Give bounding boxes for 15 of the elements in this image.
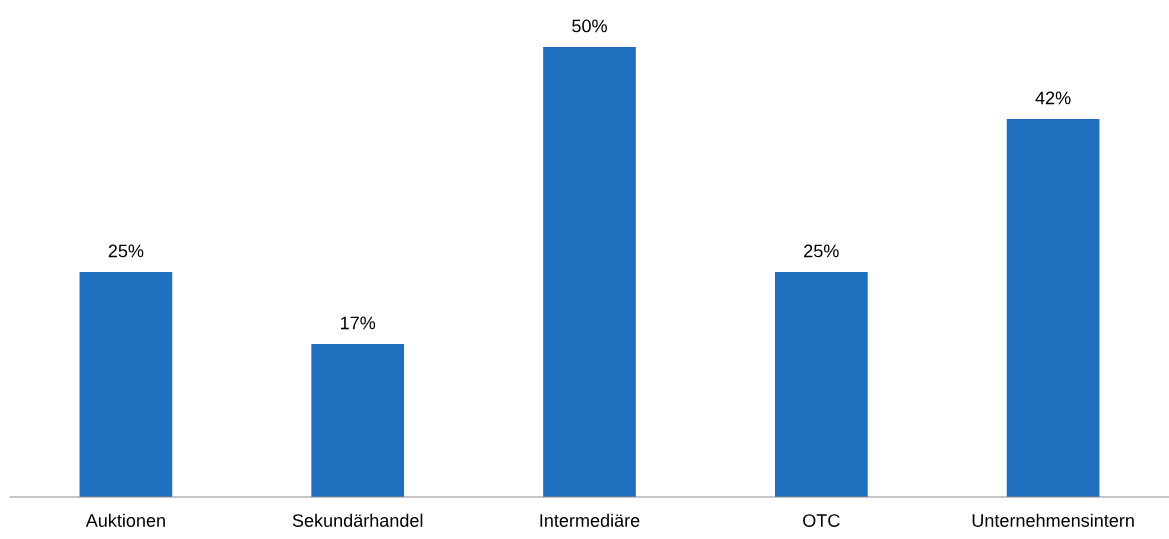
bar [1006, 119, 1100, 497]
data-label: 17% [341, 316, 376, 330]
x-tick-label: OTC [803, 514, 840, 527]
x-tick-label: Sekundärhandel [292, 513, 423, 527]
data-label: 50% [572, 19, 607, 33]
data-label: 25% [108, 244, 144, 258]
bar [79, 272, 173, 497]
bar [543, 47, 636, 497]
bar [774, 272, 868, 497]
data-label: 25% [804, 244, 839, 258]
x-tick-label: Unternehmensintern [972, 513, 1134, 527]
bar [311, 344, 405, 497]
x-tick-label: Intermediäre [540, 513, 640, 527]
x-tick-label: Auktionen [85, 513, 165, 527]
data-label: 42% [1035, 91, 1071, 105]
